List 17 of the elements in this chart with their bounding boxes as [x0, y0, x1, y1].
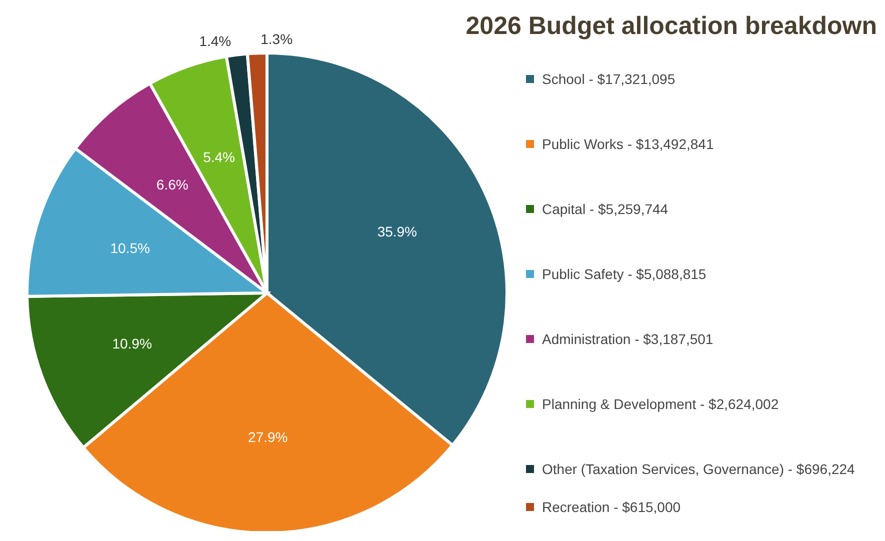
legend-label: Recreation - $615,000	[542, 498, 681, 516]
data-label: 5.4%	[203, 149, 235, 166]
legend-label: Public Safety - $5,088,815	[542, 265, 706, 283]
data-label: 6.6%	[156, 176, 188, 192]
legend-label: Other (Taxation Services, Governance) - $696,224	[542, 460, 855, 478]
legend-label: Capital - $5,259,744	[542, 200, 668, 218]
data-label: 27.9%	[248, 428, 288, 445]
legend-label: Public Works - $13,492,841	[542, 135, 714, 153]
legend-label: Administration - $3,187,501	[542, 330, 714, 348]
data-label: 1.4%	[199, 33, 232, 50]
legend-label: School - $17,321,095	[542, 70, 676, 88]
data-label: 10.5%	[110, 240, 150, 256]
data-label: 35.9%	[377, 223, 418, 240]
data-label: 1.3%	[260, 31, 293, 48]
legend-label: Planning & Development - $2,624,002	[542, 395, 779, 413]
data-label: 10.9%	[112, 335, 152, 352]
chart-title: 2026 Budget allocation breakdown	[466, 12, 877, 41]
